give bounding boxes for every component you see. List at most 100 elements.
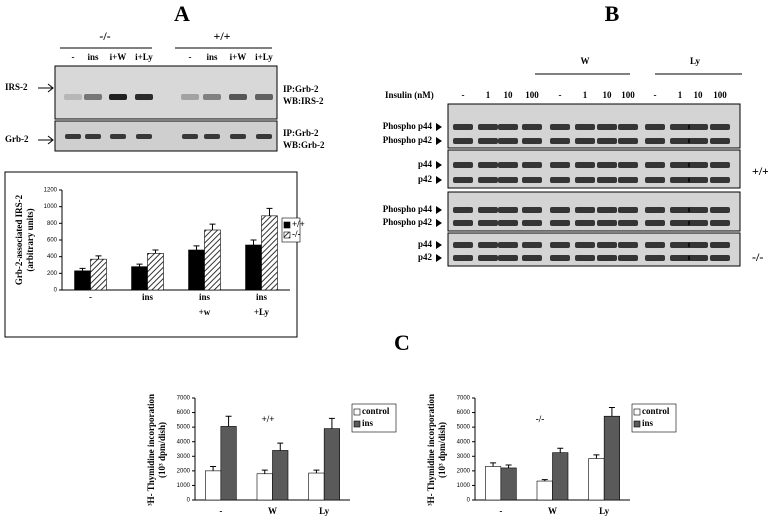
blot-band	[710, 207, 730, 213]
blot-band	[522, 138, 542, 144]
blot-band	[498, 177, 518, 183]
blot-band	[597, 138, 617, 144]
blot-band	[550, 177, 570, 183]
blot-band	[453, 162, 473, 168]
blot-band	[65, 134, 81, 139]
y-tick-label: 1000	[177, 483, 191, 489]
error-bar	[313, 469, 320, 474]
x-tick-label: ins +w	[199, 292, 211, 317]
error-bar	[209, 223, 216, 230]
blot-band	[710, 242, 730, 248]
blot-note: WB:Grb-2	[283, 140, 325, 150]
bar	[272, 450, 289, 501]
blot-band	[575, 124, 595, 130]
legend-label: control	[642, 406, 670, 416]
error-bar	[261, 469, 268, 474]
blot-band	[203, 94, 221, 100]
y-tick-label: 6000	[457, 410, 471, 416]
arrowhead	[436, 206, 442, 214]
panel-label: B	[605, 1, 620, 26]
blot-band	[618, 177, 638, 183]
blot-band	[597, 207, 617, 213]
blot-band	[645, 207, 665, 213]
bar	[323, 428, 340, 501]
arrowhead	[436, 241, 442, 249]
blot-band	[453, 138, 473, 144]
blot-band	[597, 242, 617, 248]
blot-band	[453, 255, 473, 261]
blot-band	[453, 220, 473, 226]
bar	[500, 467, 517, 501]
lane-label: -	[654, 90, 657, 100]
blot-band	[618, 162, 638, 168]
blot-band	[575, 177, 595, 183]
bar	[588, 458, 605, 501]
arrow	[38, 83, 54, 93]
blot-band	[710, 162, 730, 168]
blot-band	[597, 255, 617, 261]
blot-band	[230, 134, 246, 139]
blot-note: IP:Grb-2	[283, 84, 319, 94]
y-tick-label: 1200	[44, 188, 58, 194]
lane-label: 100	[621, 90, 635, 100]
blot-band	[478, 255, 498, 261]
blot-band	[478, 220, 498, 226]
legend-label: +/+	[292, 219, 305, 229]
blot	[54, 65, 278, 120]
blot-band	[85, 134, 101, 139]
bar	[188, 249, 205, 291]
bar	[220, 426, 237, 501]
blot-band	[710, 138, 730, 144]
y-tick-label: 4000	[177, 439, 191, 445]
blot-band	[688, 124, 708, 130]
x-tick-label: -	[219, 506, 222, 516]
blot-band	[522, 255, 542, 261]
blot-band	[618, 207, 638, 213]
row-label: Phospho p44	[383, 204, 433, 214]
legend-swatch	[353, 420, 361, 428]
legend-label: -/-	[292, 229, 301, 239]
error-bar	[250, 239, 257, 245]
blot-band	[597, 177, 617, 183]
y-tick-label: 2000	[457, 468, 471, 474]
blot-band	[522, 207, 542, 213]
blot-band	[550, 255, 570, 261]
bar	[204, 229, 221, 291]
error-bar	[490, 462, 497, 467]
error-bar	[210, 465, 217, 471]
group-label: +/+	[213, 29, 230, 43]
y-axis-title: ³H- Thymidine incorporation	[146, 394, 156, 506]
blot-band	[575, 220, 595, 226]
error-bar	[225, 415, 232, 427]
blot-band	[670, 255, 690, 261]
x-tick-label: Ly	[599, 506, 610, 516]
blot-band	[645, 255, 665, 261]
lane-label: i+W	[230, 52, 247, 62]
blot-label: IRS-2	[5, 82, 28, 92]
bar	[90, 258, 107, 291]
lane-label: 1	[583, 90, 588, 100]
blot-band	[710, 124, 730, 130]
group-label: Ly	[690, 56, 701, 66]
blot-band	[498, 124, 518, 130]
y-tick-label: 6000	[177, 410, 191, 416]
lane-label: 1	[678, 90, 683, 100]
error-bar	[328, 417, 335, 429]
group-label: W	[581, 56, 590, 66]
blot-band	[645, 177, 665, 183]
blot-band	[453, 124, 473, 130]
y-axis-title: (10³ dpm/dish)	[437, 422, 447, 478]
blot-band	[688, 255, 708, 261]
legend-swatch	[283, 231, 291, 239]
blot-band	[255, 94, 273, 100]
error-bar	[152, 249, 159, 254]
y-axis-title: (arbitrary units)	[25, 208, 35, 271]
legend-swatch	[633, 408, 641, 416]
blot-band	[478, 124, 498, 130]
row-label: Phospho p42	[383, 217, 433, 227]
error-bar	[557, 447, 564, 453]
blot-band	[688, 242, 708, 248]
dose-label: Insulin (nM)	[385, 90, 434, 100]
arrow	[38, 135, 54, 145]
